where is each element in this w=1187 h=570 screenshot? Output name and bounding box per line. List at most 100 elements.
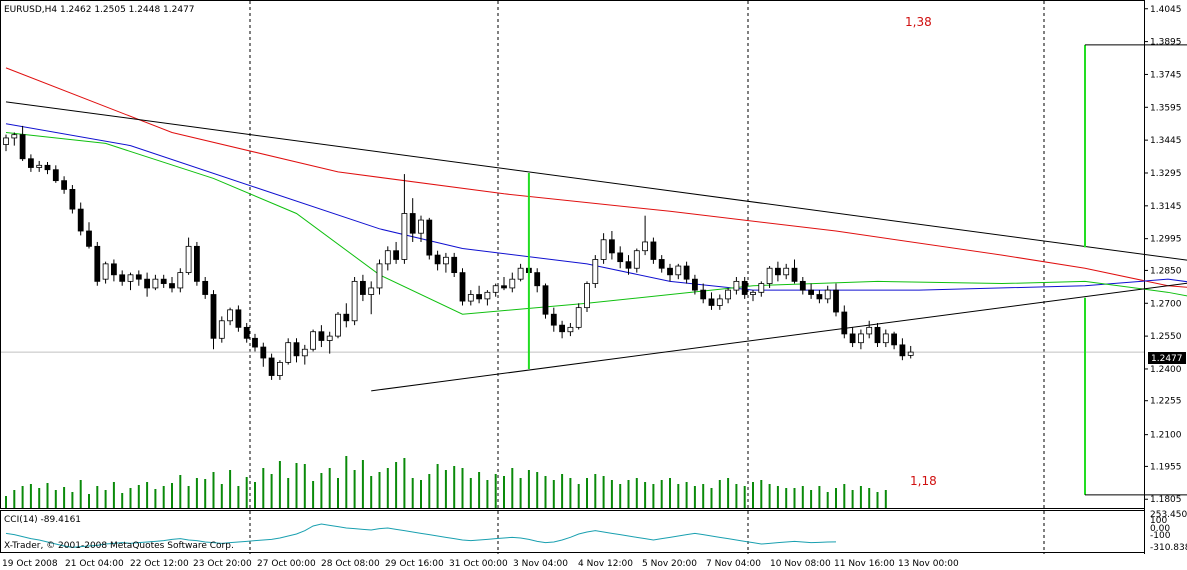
candle	[866, 320, 873, 339]
candle	[658, 255, 665, 273]
candle	[451, 252, 458, 277]
candle-body	[318, 331, 325, 341]
candle	[517, 263, 524, 282]
candle-body	[542, 285, 549, 315]
candle-body	[733, 280, 740, 291]
candle-body	[235, 309, 242, 328]
candle-body	[160, 278, 167, 284]
candle	[160, 274, 167, 288]
candle	[11, 132, 18, 146]
candle-body	[144, 278, 151, 289]
candle-body	[882, 333, 889, 344]
candle	[891, 331, 897, 350]
candle	[135, 270, 142, 286]
target-up-label: 1,38	[905, 15, 932, 29]
candle	[210, 290, 217, 350]
candle	[144, 272, 151, 297]
candle	[609, 231, 615, 260]
candle	[907, 345, 914, 359]
candle-body	[617, 252, 624, 263]
candle-body	[858, 333, 864, 344]
candle	[824, 285, 831, 304]
candle	[567, 322, 574, 337]
y-tick-label: 1.3445	[1150, 136, 1182, 146]
candle-body	[376, 263, 383, 289]
candle-body	[600, 239, 607, 260]
candle-body	[384, 250, 391, 265]
cci-polyline	[5, 523, 837, 548]
candle	[799, 276, 806, 295]
cci-label: CCI(14) -89.4161	[4, 515, 81, 525]
y-tick-label: 1.2400	[1150, 365, 1182, 375]
candle	[849, 327, 856, 348]
candle	[833, 283, 839, 317]
y-tick-label: 1.3745	[1150, 70, 1182, 80]
candle	[559, 320, 565, 339]
candle-body	[193, 245, 200, 282]
candle	[667, 263, 673, 282]
candle-body	[86, 230, 92, 247]
grid-lines	[1, 1, 1144, 554]
candle	[584, 281, 590, 313]
candle-body	[559, 324, 565, 333]
candle	[766, 266, 773, 288]
candle	[550, 307, 557, 332]
candle-body	[210, 294, 217, 339]
candle	[484, 290, 491, 306]
x-tick-label: 5 Nov 20:00	[642, 559, 697, 569]
candle-body	[692, 278, 698, 291]
candle-body	[459, 272, 466, 302]
candle	[310, 329, 317, 352]
candle	[127, 272, 134, 291]
candle	[3, 134, 9, 152]
candle	[193, 241, 200, 286]
candle-body	[359, 280, 366, 295]
x-tick-label: 21 Oct 04:00	[65, 559, 124, 569]
candle-body	[11, 134, 18, 139]
candle-body	[584, 283, 590, 309]
candle-body	[725, 289, 731, 300]
cci-axis-label: 253.450	[1150, 510, 1187, 520]
candle-body	[451, 256, 458, 274]
current-price-label: 1.2477	[1151, 354, 1183, 364]
x-tick-label: 3 Nov 04:00	[513, 559, 568, 569]
candle-body	[44, 164, 51, 171]
price-axis: 1.4045 1.3895 1.3745 1.3595 1.3445 1.3295 1.31…	[1144, 5, 1182, 505]
candle	[301, 344, 308, 365]
candle-body	[276, 361, 283, 376]
cci-axis-label: 0.00	[1150, 524, 1170, 534]
candle-body	[94, 245, 101, 282]
candle	[467, 290, 474, 306]
candle-body	[260, 346, 267, 359]
candle-body	[609, 239, 615, 254]
candle	[775, 261, 781, 282]
candle	[343, 303, 350, 328]
candle-body	[310, 331, 317, 350]
x-tick-label: 13 Nov 00:00	[898, 559, 959, 569]
candle-body	[741, 280, 748, 295]
candle	[351, 276, 358, 326]
candle	[52, 165, 59, 183]
candle-body	[169, 283, 175, 289]
y-tick-label: 1.1805	[1150, 495, 1182, 505]
candle	[426, 217, 433, 260]
candle	[243, 322, 250, 343]
target-marks	[527, 44, 1187, 496]
candle	[152, 274, 159, 291]
x-tick-label: 19 Oct 2008	[2, 559, 58, 569]
y-tick-label: 1.3145	[1150, 202, 1182, 212]
candle-body	[252, 337, 258, 348]
candle	[808, 283, 814, 299]
candle	[899, 338, 906, 361]
candle	[77, 202, 84, 236]
candle-body	[650, 241, 657, 260]
candle	[218, 316, 225, 343]
x-tick-label: 28 Oct 08:00	[321, 559, 380, 569]
candle-body	[575, 307, 582, 328]
candle	[326, 331, 333, 354]
x-tick-label: 27 Oct 00:00	[257, 559, 316, 569]
candle-body	[799, 280, 806, 291]
candle-body	[285, 342, 292, 363]
candle-body	[891, 333, 897, 346]
